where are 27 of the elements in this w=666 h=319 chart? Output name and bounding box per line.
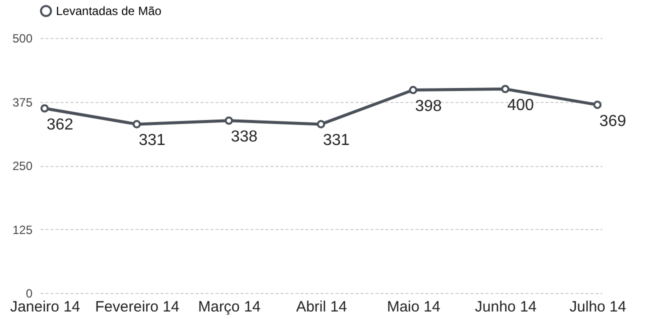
point: [40, 104, 49, 113]
point: [593, 100, 602, 109]
data-label: 331: [323, 132, 350, 150]
y-tick-label: 125: [12, 222, 33, 237]
x-tick-label: Janeiro 14: [10, 298, 80, 316]
x-tick-label: Abril 14: [296, 298, 347, 316]
data-label: 338: [230, 128, 258, 146]
y-tick-label: 0: [26, 286, 33, 300]
y-tick-label: 375: [12, 95, 33, 110]
x-tick-label: Junho 14: [474, 298, 537, 316]
x-tick-label: Julho 14: [570, 298, 626, 316]
data-label: 362: [46, 116, 74, 134]
data-label: 369: [599, 112, 626, 130]
x-tick-label: Maio 14: [386, 298, 440, 316]
y-tick-label: 500: [12, 32, 33, 46]
point: [132, 120, 141, 128]
point: [224, 116, 234, 125]
x-tick-label: Março 14: [198, 298, 261, 316]
point: [501, 84, 510, 94]
data-label: 400: [507, 97, 534, 114]
y-tick-label: 250: [12, 159, 33, 173]
x-tick-label: Fevereiro 14: [95, 298, 180, 316]
data-label: 398: [415, 98, 442, 116]
legend-label: Levantadas de Mão: [56, 4, 162, 18]
point: [316, 120, 326, 128]
point: [408, 86, 418, 94]
data-label: 331: [138, 132, 166, 150]
